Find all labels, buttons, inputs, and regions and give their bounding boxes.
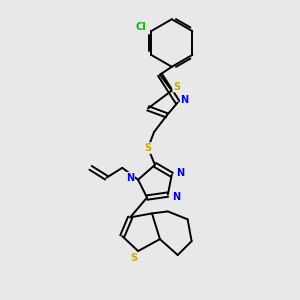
Text: N: N bbox=[126, 173, 134, 183]
Text: N: N bbox=[176, 168, 184, 178]
Text: S: S bbox=[130, 253, 138, 263]
Text: S: S bbox=[173, 82, 180, 92]
Text: S: S bbox=[145, 143, 152, 153]
Text: Cl: Cl bbox=[136, 22, 147, 32]
Text: N: N bbox=[181, 95, 189, 106]
Text: N: N bbox=[172, 192, 180, 202]
